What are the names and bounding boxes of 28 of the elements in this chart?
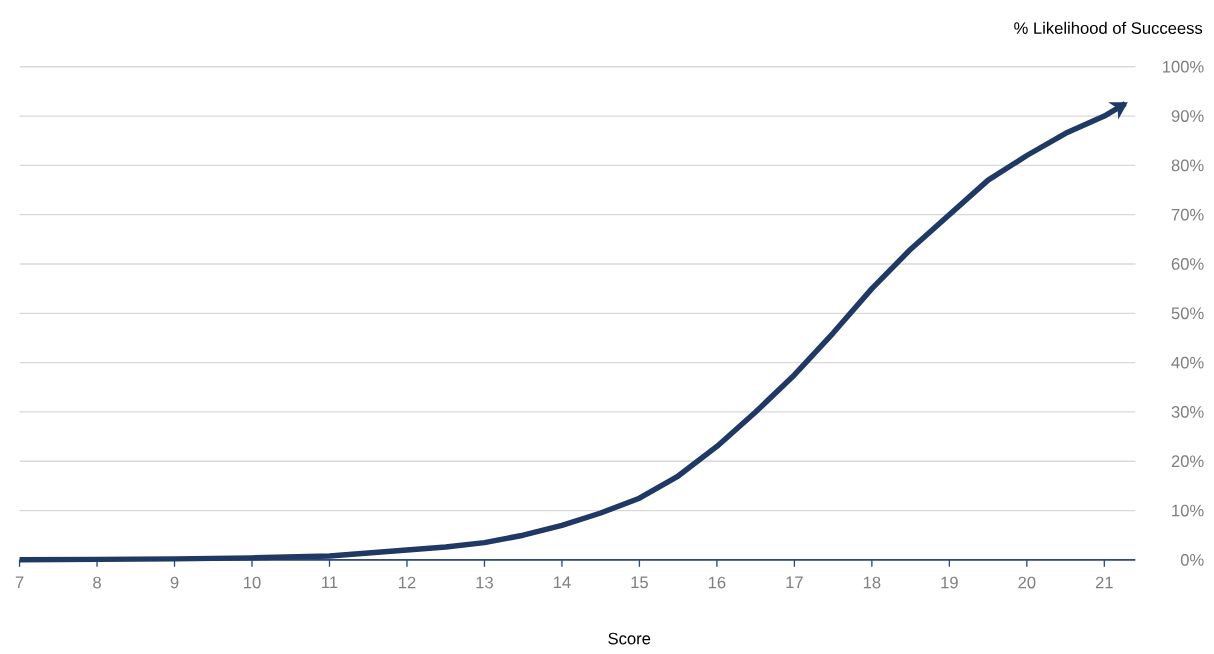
y-tick-label: 80%	[1171, 159, 1204, 172]
y-axis-title: % Likelihood of Succeess	[1014, 22, 1203, 35]
x-tick-label: 14	[553, 576, 571, 589]
y-tick-label: 0%	[1180, 554, 1204, 566]
x-tick-label: 12	[399, 576, 416, 589]
x-tick-label: 9	[170, 576, 179, 589]
y-tick-label: 50%	[1171, 307, 1204, 320]
y-tick-label: 30%	[1171, 406, 1204, 419]
x-tick-label: 17	[786, 576, 803, 589]
x-tick-label: 19	[941, 576, 958, 589]
x-tick-label: 21	[1095, 576, 1113, 589]
x-tick-label: 10	[244, 576, 261, 589]
x-tick-label: 13	[476, 576, 493, 589]
x-tick-label: 20	[1018, 576, 1036, 589]
y-tick-label: 40%	[1171, 356, 1204, 369]
y-tick-label: 60%	[1171, 258, 1204, 271]
x-tick-label: 11	[322, 576, 338, 589]
x-tick-label: 18	[863, 576, 881, 589]
y-tick-label: 20%	[1171, 455, 1204, 468]
y-tick-label: 10%	[1172, 504, 1204, 517]
x-tick-label: 7	[15, 576, 24, 589]
x-tick-label: 8	[93, 576, 101, 589]
y-tick-label: 100%	[1163, 61, 1204, 73]
y-tick-label: 70%	[1171, 209, 1204, 221]
y-tick-label: 90%	[1171, 110, 1204, 123]
x-tick-label: 15	[631, 576, 648, 589]
x-axis-title: Score	[608, 632, 651, 645]
x-tick-label: 16	[708, 576, 726, 589]
